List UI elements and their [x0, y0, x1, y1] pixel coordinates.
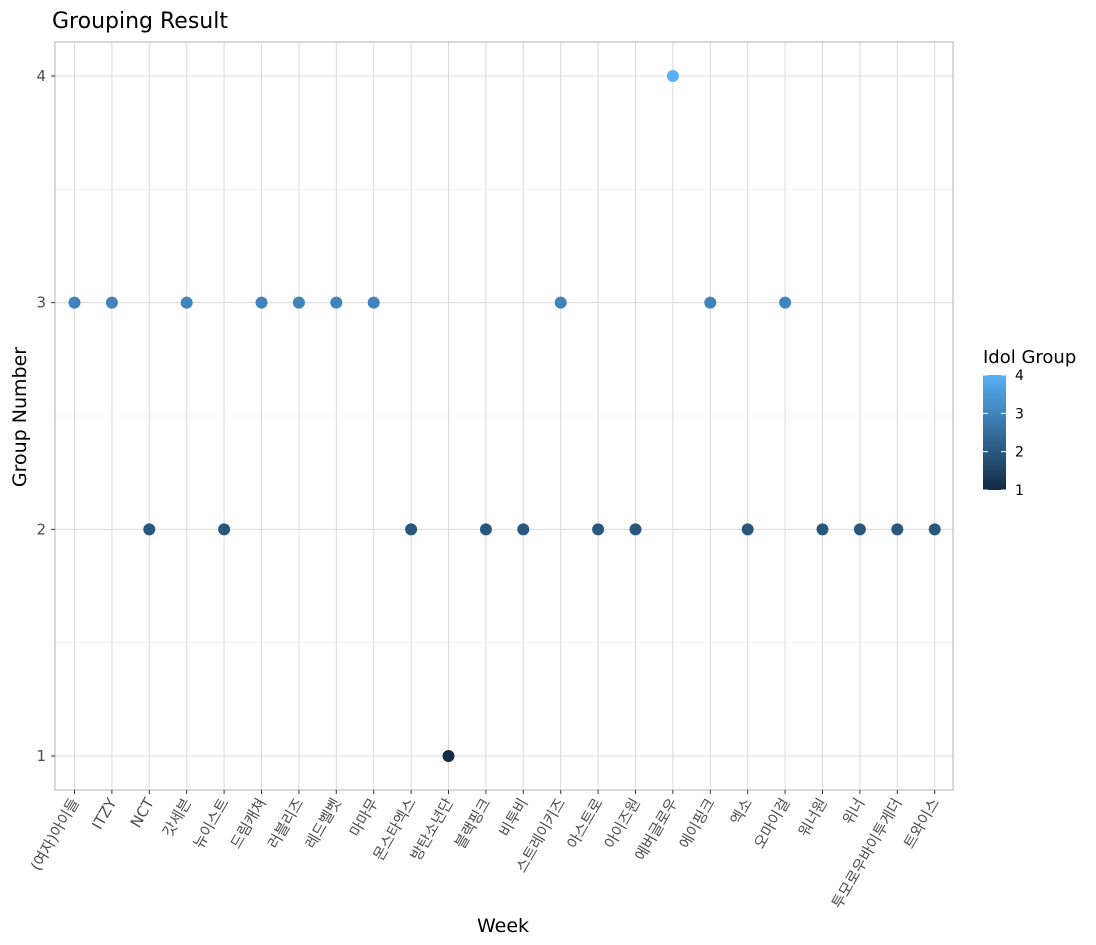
x-tick-label: 블랙핑크 — [451, 795, 494, 852]
data-point — [405, 523, 418, 536]
data-point — [816, 523, 829, 536]
data-point — [928, 523, 941, 536]
x-tick-label: ITZY — [88, 794, 121, 832]
x-tick-label: 갓세븐 — [159, 795, 195, 840]
data-point — [592, 523, 605, 536]
x-tick-label: 엑소 — [727, 795, 756, 828]
data-point — [853, 523, 866, 536]
data-point — [292, 296, 305, 309]
x-tick-label: 위너 — [839, 795, 868, 828]
y-axis-ticks: 1 2 3 4 — [36, 67, 55, 765]
data-point — [704, 296, 717, 309]
data-point — [68, 296, 81, 309]
chart-title: Grouping Result — [52, 9, 228, 34]
data-point — [666, 70, 679, 82]
legend-colorbar — [983, 375, 1006, 490]
legend-label: 3 — [1015, 406, 1024, 422]
data-point — [891, 523, 904, 536]
data-point — [180, 296, 193, 309]
y-axis-title: Group Number — [9, 347, 31, 487]
x-tick-label: (여자)아이들 — [27, 795, 83, 874]
data-point — [629, 523, 642, 536]
x-tick-label: 투모로우바이투게더 — [828, 795, 906, 912]
data-points — [68, 70, 941, 762]
data-point — [442, 750, 455, 762]
data-point — [330, 296, 343, 309]
data-point — [741, 523, 754, 536]
grid-lines — [55, 42, 953, 790]
x-tick-label: 레드벨벳 — [302, 795, 345, 852]
panel-border — [54, 41, 954, 791]
x-tick-label: 워너원 — [795, 795, 831, 840]
data-point — [255, 296, 268, 309]
legend-title: Idol Group — [983, 347, 1076, 368]
data-point — [517, 523, 530, 536]
x-tick-label: 마마무 — [346, 795, 382, 840]
data-point — [218, 523, 231, 536]
legend-label: 4 — [1015, 368, 1024, 384]
x-tick-label: 비투비 — [495, 795, 531, 840]
data-point — [479, 523, 492, 536]
data-point — [105, 296, 118, 309]
y-tick-label: 1 — [36, 747, 46, 765]
x-axis-title: Week — [477, 915, 529, 937]
data-point — [367, 296, 380, 309]
x-tick-label: 트와이스 — [900, 795, 943, 852]
legend: Idol Group 4 3 2 1 — [983, 347, 1076, 499]
x-tick-label: NCT — [127, 794, 158, 830]
data-point — [779, 296, 792, 309]
x-tick-label: 에이핑크 — [676, 795, 719, 852]
y-tick-label: 2 — [36, 520, 46, 538]
legend-label: 2 — [1015, 445, 1024, 461]
legend-ticks: 4 3 2 1 — [983, 368, 1024, 499]
y-tick-label: 3 — [36, 294, 46, 312]
legend-label: 1 — [1015, 483, 1024, 499]
y-tick-label: 4 — [36, 67, 46, 85]
data-point — [143, 523, 156, 536]
data-point — [554, 296, 567, 309]
x-tick-label: 오마이걸 — [750, 795, 793, 852]
